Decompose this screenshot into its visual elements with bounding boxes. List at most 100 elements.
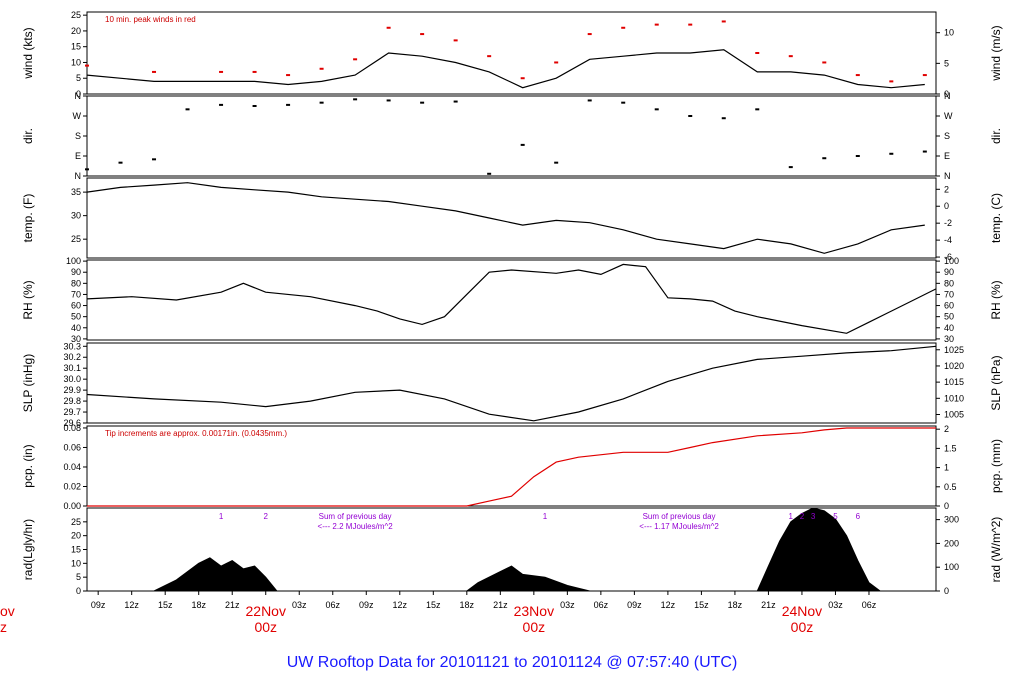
xtick-label: 09z: [359, 600, 374, 610]
ytick-label-right-rh: 50: [944, 312, 954, 322]
ytick-label-right-slp: 1025: [944, 345, 964, 355]
rad-annotation: 6: [856, 512, 861, 521]
xtick-label: 06z: [594, 600, 609, 610]
peak-wind-point: [353, 58, 358, 61]
xtick-label: 12z: [124, 600, 139, 610]
ytick-label-left-rh: 40: [71, 323, 81, 333]
ytick-label-right-pcp: 0.5: [944, 482, 957, 492]
dir-point: [420, 101, 425, 104]
ytick-label-right-rh: 60: [944, 301, 954, 311]
day-label-date: 24Nov: [782, 603, 822, 619]
dir-point: [85, 168, 89, 171]
panel-temp: [86, 177, 937, 259]
rad-annotation: 1: [219, 512, 224, 521]
ytick-label-left-slp: 29.6: [63, 418, 81, 428]
peak-wind-point: [855, 74, 860, 77]
xtick-label: 21z: [761, 600, 776, 610]
ylabel-right-rad: rad (W/m^2): [989, 517, 1003, 583]
xtick-label: 15z: [694, 600, 709, 610]
ytick-label-left-slp: 30.3: [63, 341, 81, 351]
ytick-label-left-rh: 80: [71, 278, 81, 288]
xtick-label: 18z: [191, 600, 206, 610]
dir-point: [520, 143, 525, 146]
ytick-label-left-rh: 50: [71, 312, 81, 322]
xtick-label: 18z: [728, 600, 743, 610]
panel-pcp: [86, 425, 937, 507]
dir-point: [855, 155, 860, 157]
xtick-label: 03z: [560, 600, 575, 610]
ytick-label-right-temp: -4: [944, 235, 952, 245]
dir-point: [755, 108, 760, 111]
dir-point: [185, 108, 190, 111]
peak-wind-point: [386, 26, 391, 29]
ytick-label-left-slp: 29.9: [63, 385, 81, 395]
rad-annotation: 3: [811, 512, 816, 521]
xtick-label: 21z: [493, 600, 508, 610]
ytick-label-right-slp: 1015: [944, 377, 964, 387]
ytick-label-right-rh: 70: [944, 289, 954, 299]
dir-point: [353, 98, 358, 101]
xtick-label: 03z: [828, 600, 843, 610]
xtick-label: 21z: [225, 600, 240, 610]
ytick-label-left-rad: 10: [71, 558, 81, 568]
ytick-label-left-direction: W: [73, 111, 82, 121]
ytick-label-right-slp: 1010: [944, 393, 964, 403]
ytick-label-right-pcp: 1.5: [944, 443, 957, 453]
ytick-label-left-slp: 30.1: [63, 363, 81, 373]
panel-rh: [86, 259, 937, 341]
radiation-area: [153, 557, 278, 592]
dir-point: [319, 101, 324, 104]
ytick-label-left-slp: 30.2: [63, 352, 81, 362]
peak-wind-point: [889, 80, 894, 83]
peak-wind-point: [319, 67, 324, 70]
ytick-label-right-direction: N: [944, 91, 951, 101]
ytick-label-left-wind: 25: [71, 10, 81, 20]
ytick-label-left-rh: 90: [71, 267, 81, 277]
dir-point: [386, 99, 391, 102]
ytick-label-right-wind: 10: [944, 28, 954, 38]
ytick-label-right-wind: 5: [944, 58, 949, 68]
pcp-annotation: Tip increments are approx. 0.00171in. (0…: [105, 429, 287, 438]
xtick-label: 06z: [326, 600, 341, 610]
ytick-label-left-slp: 30.0: [63, 374, 81, 384]
dir-point: [889, 152, 894, 155]
ylabel-right-slp: SLP (hPa): [989, 355, 1003, 410]
dir-point: [554, 161, 559, 164]
peak-wind-point: [85, 64, 89, 67]
rad-annotation: 2: [264, 512, 269, 521]
day-label-hour: 00z: [791, 619, 814, 635]
day-label-date: 23Nov: [514, 603, 554, 619]
ytick-label-left-direction: S: [75, 131, 81, 141]
day-label-cut-date: ov: [0, 603, 15, 619]
ytick-label-left-temp: 30: [71, 211, 81, 221]
xtick-label: 18z: [460, 600, 475, 610]
peak-wind-point: [487, 55, 492, 58]
dir-point: [453, 100, 458, 103]
ytick-label-right-pcp: 1: [944, 463, 949, 473]
ylabel-left-temp: temp. (F): [21, 194, 35, 243]
ytick-label-left-rh: 70: [71, 289, 81, 299]
ytick-label-left-pcp: 0.06: [63, 442, 81, 452]
peak-wind-point: [554, 61, 559, 64]
ytick-label-right-slp: 1020: [944, 361, 964, 371]
xtick-label: 15z: [426, 600, 441, 610]
rad-annotation: Sum of previous day: [319, 512, 392, 521]
peak-wind-point: [252, 70, 257, 73]
dir-point: [286, 103, 291, 106]
dir-point: [688, 115, 693, 117]
slp-line: [86, 345, 937, 422]
xtick-label: 15z: [158, 600, 173, 610]
dir-point: [118, 161, 123, 164]
ylabel-right-wind: wind (m/s): [989, 25, 1003, 81]
ylabel-right-rh: RH (%): [989, 280, 1003, 319]
ytick-label-right-direction: E: [944, 151, 950, 161]
ytick-label-left-pcp: 0.00: [63, 501, 81, 511]
ytick-label-left-rh: 100: [66, 256, 81, 266]
dir-point: [219, 103, 224, 106]
rad-annotation: 1: [543, 512, 548, 521]
peak-wind-point: [286, 74, 291, 77]
ytick-label-left-direction: N: [75, 91, 82, 101]
xtick-label: 09z: [627, 600, 642, 610]
ytick-label-left-rh: 60: [71, 301, 81, 311]
xtick-label: 12z: [393, 600, 408, 610]
